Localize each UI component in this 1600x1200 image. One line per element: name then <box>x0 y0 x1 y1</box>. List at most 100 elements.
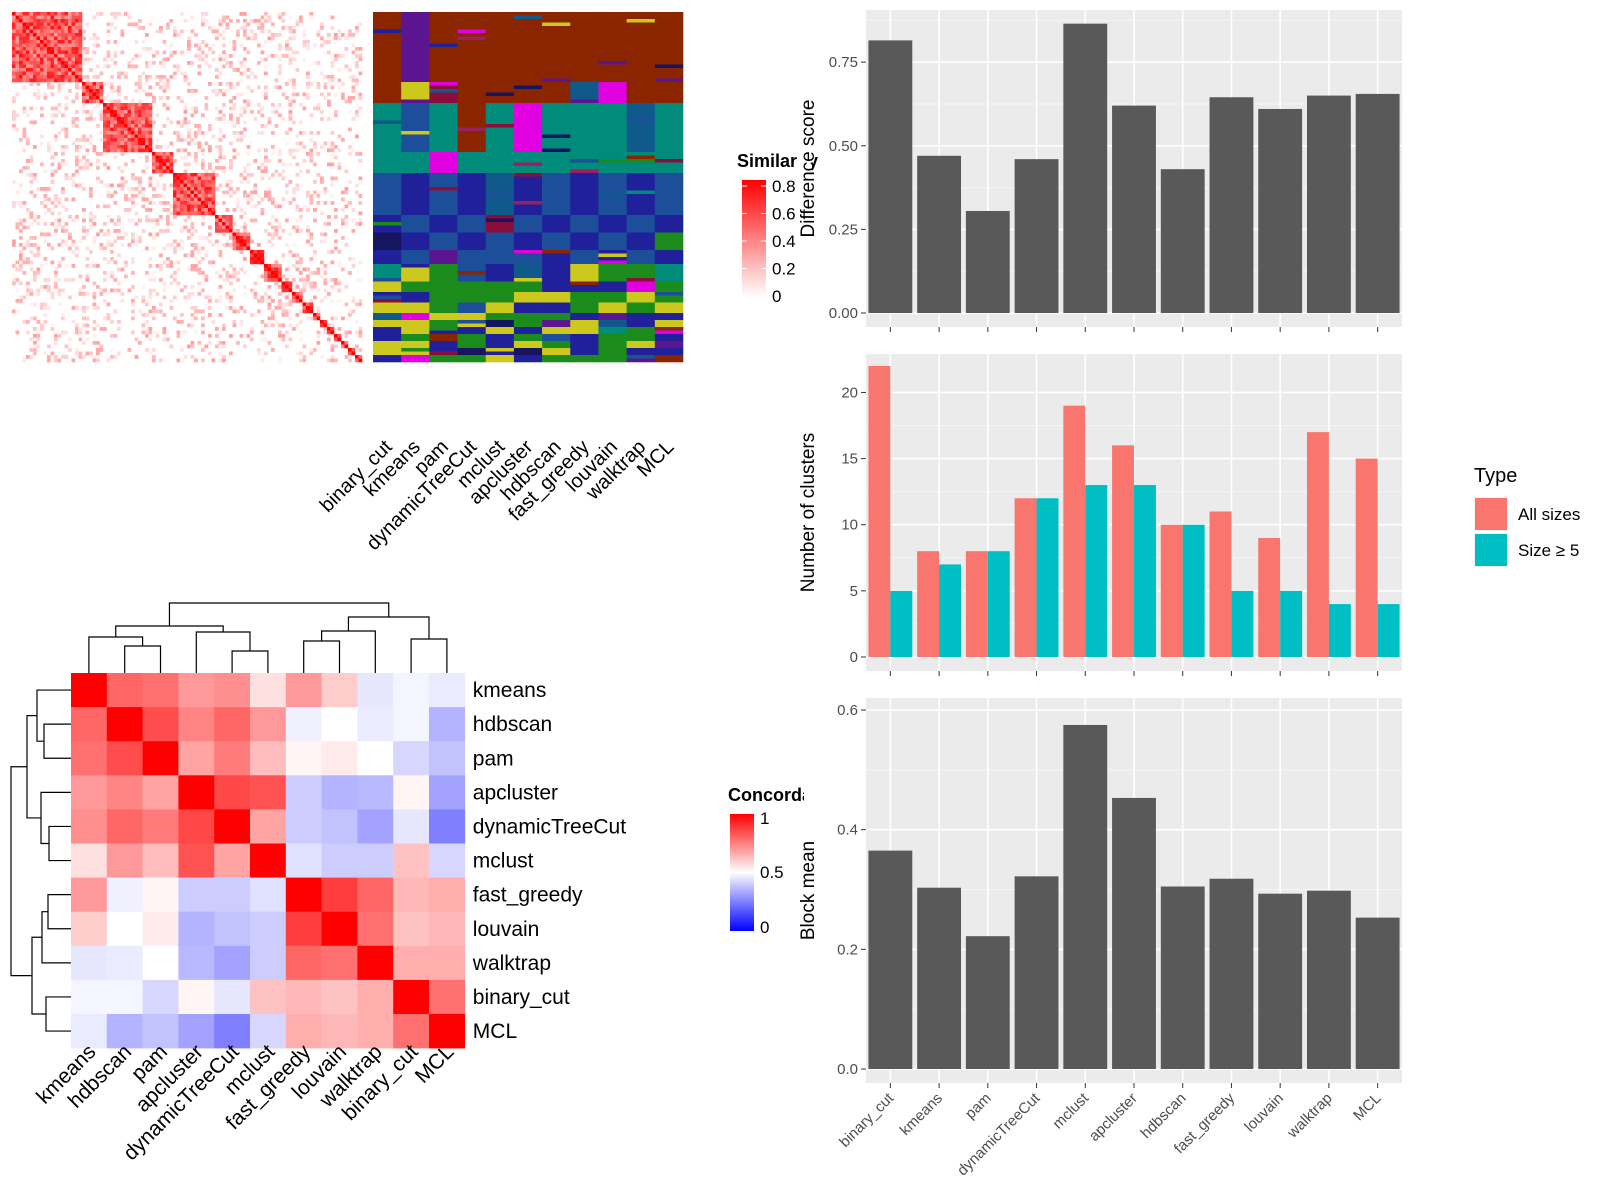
similarity-cell <box>169 281 174 286</box>
similarity-cell <box>169 54 174 58</box>
membership-cell <box>598 334 627 338</box>
similarity-cell <box>19 22 23 27</box>
similarity-cell <box>159 61 163 65</box>
membership-cell <box>373 50 402 55</box>
similarity-cell <box>12 243 16 247</box>
similarity-cell <box>89 250 93 254</box>
similarity-cell <box>211 29 216 34</box>
similarity-cell <box>71 250 76 254</box>
membership-cell <box>542 187 571 191</box>
membership-cell <box>485 246 515 251</box>
concordance-cell <box>321 707 358 742</box>
similarity-cell <box>253 292 258 296</box>
similarity-cell <box>285 43 289 48</box>
similarity-cell <box>278 71 282 76</box>
membership-cell <box>429 222 458 226</box>
similarity-cell <box>204 190 209 195</box>
similarity-cell <box>50 29 55 34</box>
similarity-cell <box>26 257 30 261</box>
membership-cell <box>513 183 543 188</box>
membership-cell <box>570 96 599 100</box>
similarity-cell <box>285 190 289 195</box>
membership-cell <box>457 351 487 356</box>
similarity-cell <box>64 61 69 65</box>
similarity-cell <box>40 134 44 139</box>
similarity-cell <box>257 250 261 254</box>
similarity-cell <box>239 323 244 328</box>
similarity-legend-tick: 0 <box>772 287 781 306</box>
similarity-cell <box>253 218 258 223</box>
similarity-cell <box>124 145 128 149</box>
similarity-cell <box>106 166 111 170</box>
similarity-cell <box>117 89 121 93</box>
membership-cell <box>570 152 599 156</box>
similarity-cell <box>148 264 153 268</box>
similarity-cell <box>50 50 55 55</box>
similarity-cell <box>197 341 202 345</box>
similarity-cell <box>218 71 223 76</box>
similarity-cell <box>334 229 338 233</box>
similarity-cell <box>208 47 212 51</box>
similarity-cell <box>19 29 23 34</box>
similarity-cell <box>173 180 177 184</box>
membership-cell <box>457 288 487 293</box>
similarity-cell <box>323 190 328 195</box>
similarity-cell <box>54 33 58 37</box>
dendrogram-branch <box>124 645 162 673</box>
similarity-cell <box>222 50 226 55</box>
membership-cell <box>542 166 571 170</box>
similarity-cell <box>274 260 279 265</box>
similarity-cell <box>103 222 107 226</box>
similarity-cell <box>278 173 282 177</box>
similarity-cell <box>148 208 153 212</box>
similarity-cell <box>64 15 69 20</box>
similarity-cell <box>75 246 79 251</box>
membership-cell <box>654 50 684 55</box>
similarity-cell <box>211 187 216 191</box>
similarity-cell <box>306 71 310 76</box>
similarity-cell <box>36 92 41 97</box>
similarity-cell <box>106 134 111 139</box>
similarity-cell <box>229 299 233 303</box>
similarity-cell <box>12 61 16 65</box>
similarity-cell <box>236 229 240 233</box>
similarity-cell <box>222 89 226 93</box>
similarity-cell <box>316 82 321 86</box>
membership-cell <box>654 120 684 125</box>
similarity-cell <box>43 12 48 16</box>
concordance-cell <box>106 707 143 742</box>
membership-cell <box>570 323 599 328</box>
membership-cell <box>401 54 430 58</box>
membership-cell <box>654 19 684 23</box>
similarity-cell <box>295 19 300 23</box>
similarity-cell <box>215 239 219 244</box>
similarity-cell <box>12 50 16 55</box>
similarity-cell <box>134 141 139 146</box>
similarity-cell <box>194 229 198 233</box>
similarity-cell <box>162 124 167 128</box>
dendrogram-branch <box>45 996 71 1032</box>
membership-cell <box>457 68 487 72</box>
similarity-cell <box>204 183 209 188</box>
membership-cell <box>654 292 684 296</box>
membership-cell <box>570 201 599 205</box>
membership-cell <box>654 208 684 212</box>
membership-cell <box>626 288 656 293</box>
membership-cell <box>626 26 656 30</box>
similarity-cell <box>134 89 139 93</box>
membership-cell <box>485 120 515 125</box>
membership-cell <box>542 323 571 328</box>
similarity-cell <box>152 99 156 104</box>
similarity-cell <box>299 288 303 293</box>
similarity-cell <box>239 320 244 324</box>
similarity-cell <box>159 99 163 104</box>
similarity-cell <box>348 29 352 34</box>
similarity-cell <box>50 61 55 65</box>
similarity-cell <box>187 208 191 212</box>
similarity-cell <box>29 78 34 83</box>
similarity-cell <box>281 274 286 279</box>
similarity-cell <box>215 166 219 170</box>
similarity-cell <box>92 292 97 296</box>
similarity-cell <box>15 222 20 226</box>
similarity-cell <box>166 162 170 167</box>
